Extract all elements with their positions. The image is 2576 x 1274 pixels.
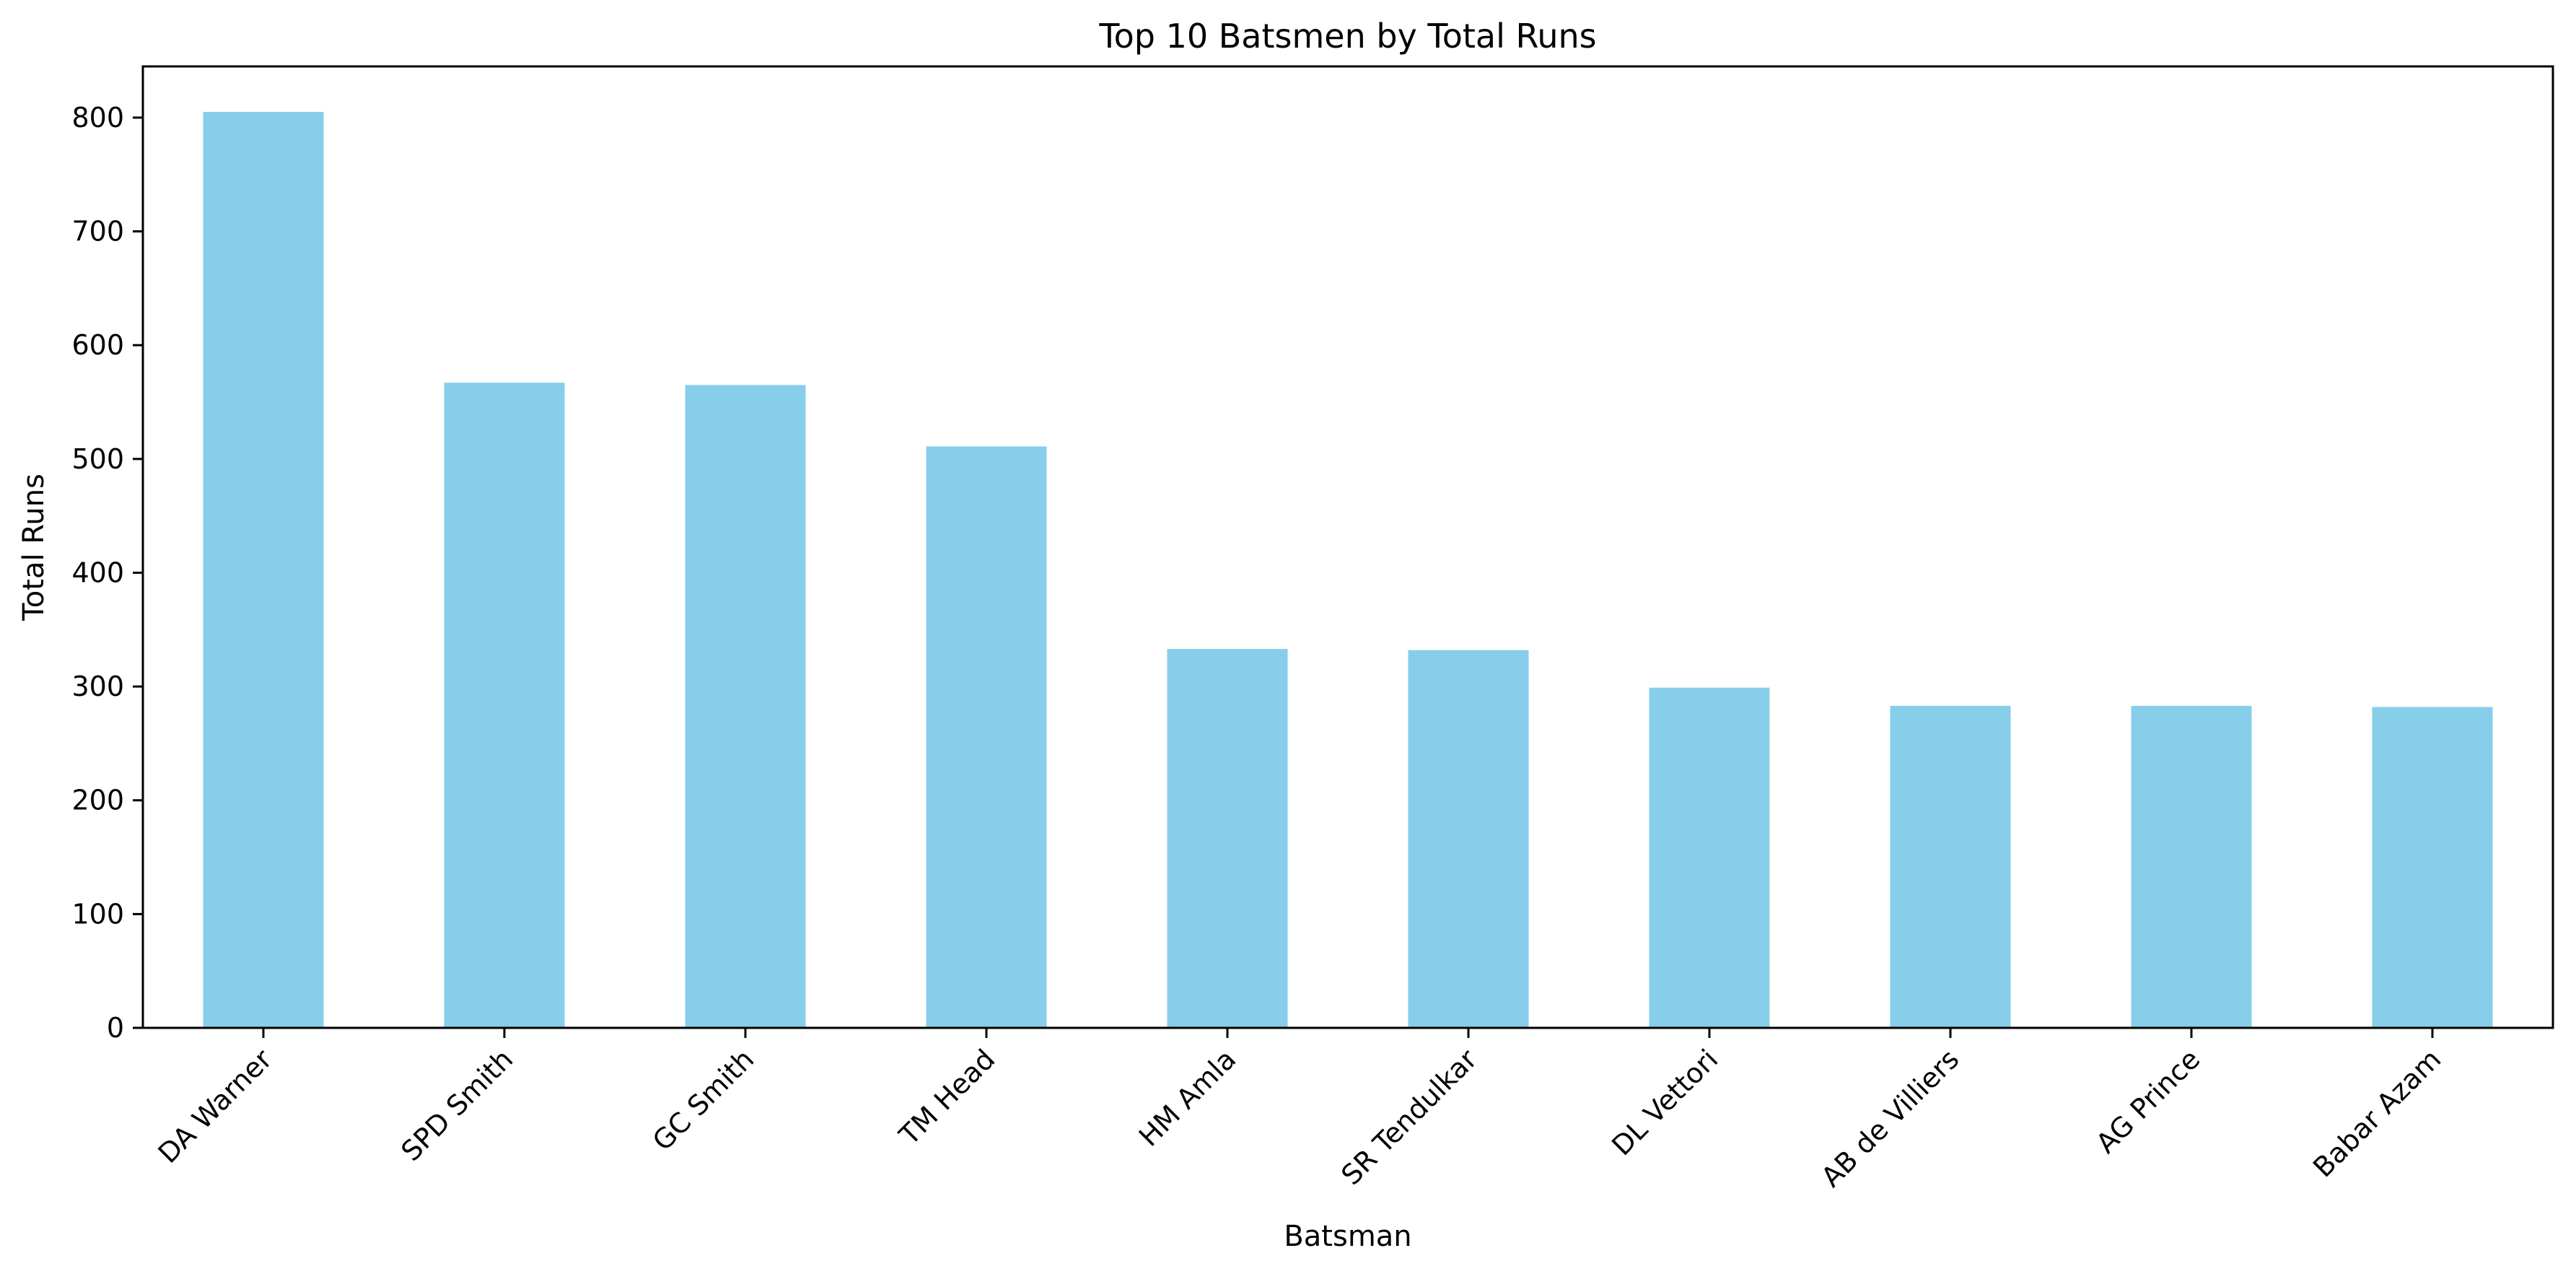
x-tick-label: DA Warner (152, 1043, 279, 1169)
bar-gc-smith (685, 385, 806, 1028)
y-tick-label: 600 (71, 329, 124, 361)
x-tick-label: HM Amla (1133, 1043, 1243, 1153)
bar-da-warner (203, 112, 324, 1029)
chart-title: Top 10 Batsmen by Total Runs (1098, 17, 1596, 56)
bar-tm-head (926, 446, 1047, 1028)
x-axis-ticks: DA Warner SPD Smith GC Smith TM Head HM Amla… (152, 1028, 2447, 1193)
y-tick-label: 0 (107, 1012, 124, 1044)
bar-ag-prince (2131, 705, 2252, 1028)
x-tick-label: AB de Villiers (1815, 1043, 1966, 1193)
x-tick-label: SR Tendulkar (1335, 1043, 1483, 1191)
bar-hm-amla (1167, 649, 1288, 1028)
x-tick-label: AG Prince (2090, 1043, 2206, 1159)
bar-dl-vettori (1649, 687, 1770, 1028)
y-tick-label: 300 (71, 671, 124, 702)
x-tick-label: DL Vettori (1605, 1043, 1724, 1161)
x-tick-label: SPD Smith (395, 1043, 519, 1167)
x-tick-label: Babar Azam (2307, 1043, 2447, 1183)
bar-babar-azam (2372, 707, 2493, 1028)
y-tick-label: 400 (71, 557, 124, 588)
bar-spd-smith (444, 383, 565, 1028)
x-tick-label: GC Smith (647, 1043, 761, 1157)
bar-ab-de-villiers (1890, 705, 2011, 1028)
y-tick-label: 800 (71, 102, 124, 134)
y-tick-label: 700 (71, 216, 124, 248)
bars-group (203, 112, 2493, 1029)
plot-area-frame (141, 65, 2554, 1029)
y-tick-label: 500 (71, 443, 124, 475)
y-axis-label: Total Runs (17, 474, 51, 621)
y-tick-label: 100 (71, 898, 124, 930)
y-tick-label: 200 (71, 785, 124, 816)
x-tick-label: TM Head (893, 1043, 1001, 1151)
x-axis-label: Batsman (1284, 1220, 1411, 1253)
bar-sr-tendulkar (1408, 650, 1529, 1028)
y-axis-ticks: 0 100 200 300 400 500 600 700 800 (71, 102, 143, 1044)
